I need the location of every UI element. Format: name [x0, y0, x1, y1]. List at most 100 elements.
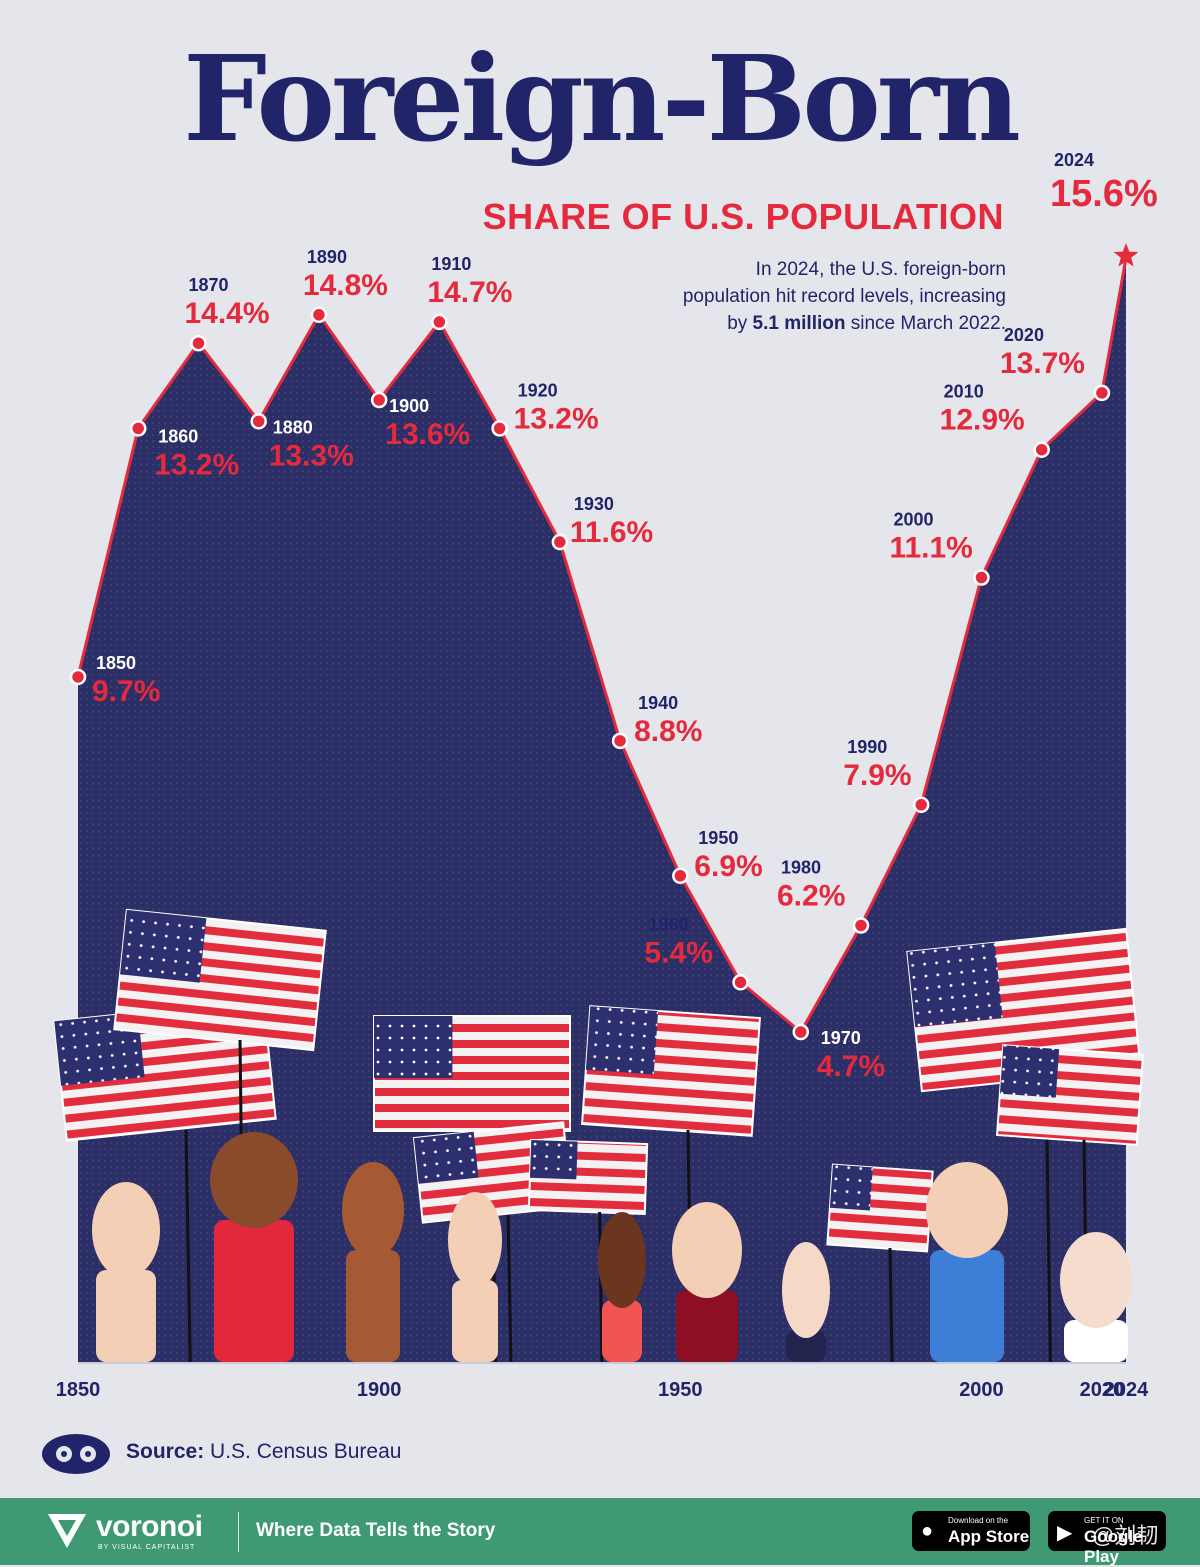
value-label: 5.4% [645, 936, 713, 969]
hand [210, 1132, 298, 1228]
value-label: 9.7% [92, 675, 160, 708]
source-note: Source: U.S. Census Bureau [126, 1440, 401, 1464]
value-label: 14.8% [303, 269, 388, 302]
value-label: 13.7% [1000, 347, 1085, 380]
google-play-button[interactable]: ▶ GET IT ON Google Play [1048, 1511, 1166, 1566]
data-point [732, 974, 749, 991]
data-point [310, 306, 328, 324]
tagline: Where Data Tells the Story [256, 1520, 496, 1541]
x-tick-label: 2000 [959, 1379, 1004, 1401]
highlight-star-icon [1113, 243, 1139, 267]
source-label: Source: [126, 1440, 205, 1463]
value-label: 7.9% [843, 759, 911, 792]
voronoi-mark-icon [42, 1434, 110, 1474]
voronoi-logo-icon [48, 1514, 86, 1548]
flag-canton [529, 1139, 578, 1180]
year-label: 2020 [1004, 325, 1044, 345]
annotation-line-3: by 5.1 million since March 2022. [566, 310, 1006, 337]
data-point [69, 668, 87, 686]
data-point [190, 334, 207, 352]
year-label: 1950 [698, 828, 738, 848]
footer-divider [238, 1512, 239, 1552]
area-fill-layer [78, 258, 1126, 1362]
value-label: 15.6% [1050, 173, 1158, 215]
x-tick-label: 1850 [56, 1379, 101, 1401]
flag-canton [829, 1164, 873, 1211]
data-point [491, 420, 508, 437]
data-point [1093, 384, 1111, 402]
hand [926, 1162, 1008, 1258]
labels-layer: 18509.7%186013.2%187014.4%188013.3%18901… [92, 150, 1158, 1083]
flag-icon [527, 1138, 649, 1216]
arm-sleeve [96, 1270, 156, 1362]
arm-sleeve [786, 1330, 826, 1362]
year-label: 1860 [158, 426, 198, 446]
apple-icon: ● [921, 1520, 934, 1542]
year-label: 1990 [847, 737, 887, 757]
hand [92, 1182, 160, 1278]
hand [448, 1192, 502, 1288]
annotation-line-2: population hit record levels, increasing [682, 286, 1006, 307]
data-point [431, 313, 448, 331]
points-layer [69, 243, 1139, 1041]
value-label: 13.3% [269, 439, 354, 472]
flag-canton [413, 1131, 479, 1184]
data-point [973, 569, 990, 586]
flags-illustration [53, 908, 1145, 1363]
footer-bar: voronoi BY VISUAL CAPITALIST Where Data … [0, 1498, 1200, 1566]
hand [1060, 1232, 1132, 1328]
x-tick-label: 1900 [357, 1379, 402, 1401]
data-point [852, 917, 870, 934]
data-point [1033, 441, 1050, 458]
hand [598, 1212, 646, 1308]
year-label: 1980 [781, 857, 821, 877]
value-label: 14.4% [184, 297, 269, 330]
x-tick-label: 1950 [658, 1379, 703, 1401]
value-label: 11.1% [889, 532, 972, 565]
flag-icon [826, 1163, 934, 1253]
google-play-label: Google Play [1084, 1527, 1143, 1566]
flag-canton [585, 1006, 659, 1075]
hand [672, 1202, 742, 1298]
app-store-small-label: Download on the [948, 1516, 1009, 1525]
arm-sleeve [452, 1280, 498, 1362]
flag-icon [581, 1005, 761, 1137]
flag-canton [374, 1016, 453, 1079]
brand-subtitle: BY VISUAL CAPITALIST [98, 1544, 196, 1551]
google-play-small-label: GET IT ON [1084, 1516, 1124, 1525]
flag-icon [113, 908, 327, 1052]
area-fill [78, 258, 1126, 1362]
year-label: 2024 [1054, 150, 1094, 170]
value-label: 11.6% [570, 516, 653, 549]
app-store-button[interactable]: ● Download on the App Store [912, 1511, 1030, 1551]
year-label: 1880 [273, 417, 313, 437]
arm-sleeve [602, 1300, 642, 1362]
annotation-suffix: since March 2022. [845, 313, 1006, 334]
value-label: 13.2% [514, 402, 599, 435]
data-point [611, 732, 629, 750]
year-label: 1910 [431, 254, 471, 274]
annotation-highlight: 5.1 million [752, 313, 846, 334]
value-label: 6.9% [694, 850, 762, 883]
flag-pole [184, 1129, 192, 1363]
arm-sleeve [1064, 1320, 1128, 1362]
flag-canton [907, 942, 1003, 1028]
value-label: 14.7% [427, 276, 512, 309]
flag-pole [888, 1247, 894, 1363]
annotation-text: In 2024, the U.S. foreign-born populatio… [566, 256, 1006, 337]
watermark: @刘韧 [1092, 1523, 1159, 1548]
brand-name: voronoi [96, 1510, 203, 1543]
data-point [250, 413, 267, 430]
source-text: U.S. Census Bureau [204, 1440, 402, 1463]
year-label: 1960 [649, 914, 689, 934]
chart-subtitle: SHARE OF U.S. POPULATION [482, 196, 1004, 237]
hand [782, 1242, 830, 1338]
value-label: 12.9% [940, 404, 1025, 437]
data-point [129, 420, 147, 437]
year-label: 1890 [307, 247, 347, 267]
app-store-label: App Store [948, 1527, 1030, 1546]
annotation-line-1: In 2024, the U.S. foreign-born [755, 259, 1006, 280]
hand [342, 1162, 404, 1258]
